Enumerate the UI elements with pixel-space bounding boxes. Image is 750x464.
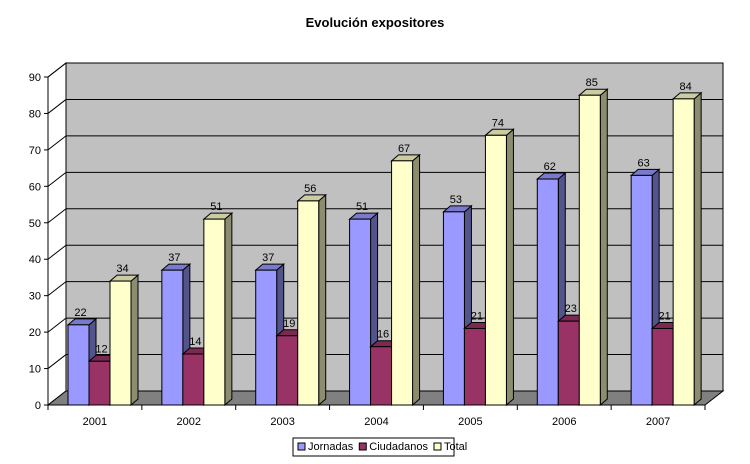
bar-front bbox=[182, 353, 205, 406]
y-tick-label: 0 bbox=[35, 400, 41, 412]
legend-swatch-total bbox=[433, 442, 442, 451]
data-label: 37 bbox=[168, 252, 180, 264]
bar-front bbox=[463, 327, 486, 406]
legend-swatch-jornadas bbox=[297, 442, 306, 451]
bar-side bbox=[130, 274, 139, 407]
side-wall bbox=[47, 61, 67, 407]
gridline-side bbox=[47, 135, 67, 151]
data-label: 51 bbox=[356, 201, 368, 213]
data-label: 62 bbox=[544, 161, 556, 173]
gridline-side bbox=[47, 208, 67, 224]
bar-side bbox=[505, 128, 514, 407]
bar-front bbox=[255, 269, 278, 406]
gridline-side bbox=[47, 354, 67, 369]
bar-front bbox=[578, 94, 601, 406]
bar-total-2004 bbox=[390, 153, 421, 407]
bar-side bbox=[224, 212, 233, 407]
bar-front bbox=[391, 160, 414, 406]
x-tick-label: 2004 bbox=[364, 416, 388, 428]
data-label: 12 bbox=[95, 343, 107, 355]
legend-swatch-ciudadanos bbox=[358, 442, 367, 451]
legend: Jornadas Ciudadanos Total bbox=[292, 437, 467, 457]
bar-front bbox=[109, 280, 132, 406]
data-label: 34 bbox=[116, 263, 128, 275]
bar-front bbox=[630, 174, 653, 406]
x-tick-label: 2006 bbox=[552, 416, 576, 428]
y-tick-label: 70 bbox=[29, 145, 41, 157]
bar-front bbox=[484, 134, 507, 406]
bar-total-2002 bbox=[202, 212, 234, 407]
gridline-side bbox=[47, 171, 67, 187]
legend-label-total: Total bbox=[444, 441, 467, 453]
bar-front bbox=[370, 346, 393, 406]
x-tick-label: 2003 bbox=[270, 416, 294, 428]
gridline-side bbox=[47, 281, 67, 297]
bar-side bbox=[599, 88, 608, 407]
data-label: 53 bbox=[450, 194, 462, 206]
data-label: 56 bbox=[304, 183, 316, 195]
bar-total-2001 bbox=[108, 274, 140, 407]
y-tick-label: 80 bbox=[29, 108, 41, 120]
legend-label-ciudadanos: Ciudadanos bbox=[369, 441, 428, 453]
gridline-side bbox=[47, 99, 67, 114]
x-tick-label: 2001 bbox=[83, 416, 107, 428]
y-tick-label: 50 bbox=[29, 218, 41, 230]
data-label: 67 bbox=[398, 143, 410, 155]
gridline-side bbox=[47, 317, 67, 333]
data-label: 23 bbox=[565, 303, 577, 315]
y-tick-label: 40 bbox=[29, 254, 41, 266]
bar-front bbox=[536, 178, 559, 406]
legend-label-jornadas: Jornadas bbox=[308, 441, 354, 453]
data-label: 14 bbox=[189, 336, 201, 348]
x-tick-label: 2002 bbox=[177, 416, 201, 428]
bar-total-2005 bbox=[484, 128, 515, 407]
bar-side bbox=[318, 193, 327, 407]
data-label: 21 bbox=[659, 310, 671, 322]
y-tick-label: 30 bbox=[29, 291, 41, 303]
data-label: 84 bbox=[680, 81, 692, 93]
plot-area: 0 10 20 30 40 50 60 70 80 90 2001 2002 2003 2004 2005 2… bbox=[29, 61, 725, 428]
data-label: 19 bbox=[283, 318, 295, 330]
y-tick-label: 20 bbox=[29, 327, 41, 339]
data-label: 51 bbox=[210, 201, 222, 213]
gridline-side bbox=[47, 62, 67, 78]
data-label: 21 bbox=[471, 310, 483, 322]
bar-front bbox=[161, 269, 184, 406]
y-tick-label: 90 bbox=[29, 72, 41, 84]
data-label: 63 bbox=[638, 157, 650, 169]
bar-front bbox=[672, 98, 695, 406]
bar-side bbox=[693, 91, 702, 407]
bar-front bbox=[203, 218, 226, 406]
gridline-side bbox=[47, 244, 67, 260]
bar-front bbox=[276, 335, 299, 406]
bar-front bbox=[442, 211, 465, 406]
x-tick-label: 2007 bbox=[646, 416, 670, 428]
data-label: 74 bbox=[492, 117, 504, 129]
bar-front bbox=[67, 324, 90, 406]
bar-total-2006 bbox=[577, 88, 609, 407]
bar-side bbox=[412, 153, 421, 407]
data-label: 16 bbox=[377, 329, 389, 341]
bar-front bbox=[349, 218, 372, 406]
bar-front bbox=[88, 360, 111, 406]
bar-front bbox=[557, 320, 580, 406]
y-tick-label: 10 bbox=[29, 364, 41, 376]
chart-title: Evolución expositores bbox=[306, 15, 445, 30]
x-tick-label: 2005 bbox=[458, 416, 482, 428]
data-label: 85 bbox=[586, 77, 598, 89]
data-label: 37 bbox=[262, 252, 274, 264]
data-label: 22 bbox=[74, 307, 86, 319]
y-tick-label: 60 bbox=[29, 181, 41, 193]
legend-box bbox=[292, 437, 455, 457]
bar-front bbox=[651, 327, 674, 406]
bar-total-2003 bbox=[296, 193, 328, 407]
bar-total-2007 bbox=[671, 91, 703, 407]
bar-front bbox=[297, 200, 320, 406]
